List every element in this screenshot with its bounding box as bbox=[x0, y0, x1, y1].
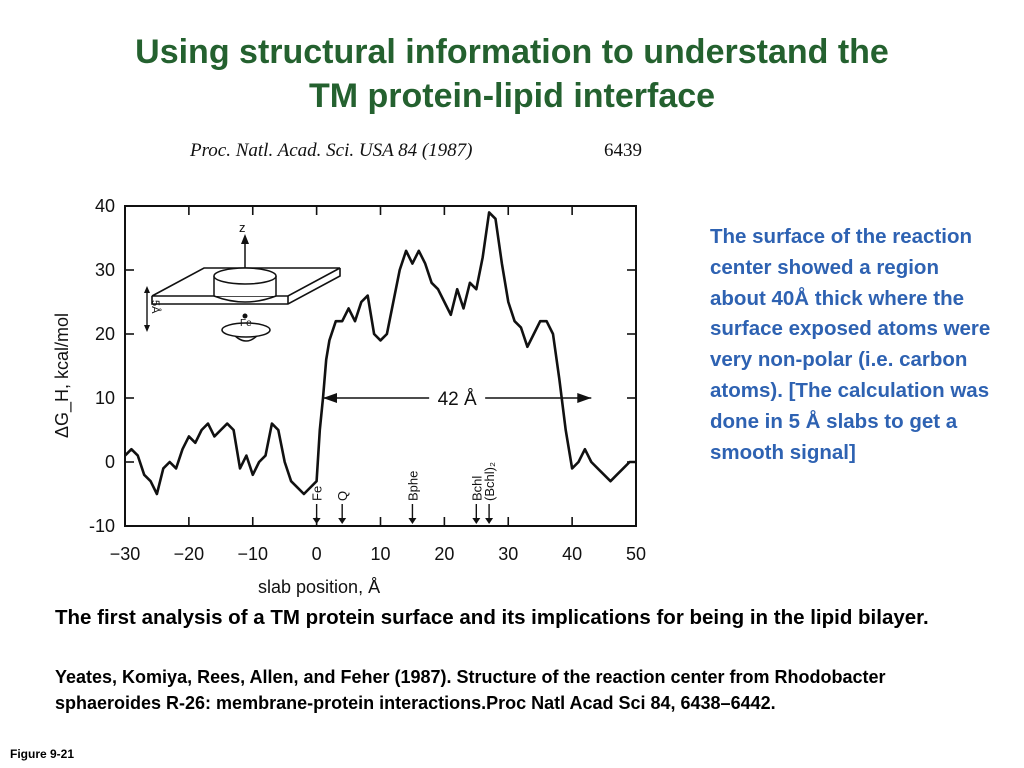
marker-arrowhead bbox=[472, 518, 481, 524]
thickness-dimension: 42 Å bbox=[323, 389, 592, 410]
slide-title-line2: TM protein-lipid interface bbox=[308, 77, 716, 115]
y-tick-label: 10 bbox=[95, 388, 115, 408]
journal-citation: Proc. Natl. Acad. Sci. USA 84 (1987) bbox=[190, 140, 473, 161]
x-tick-label: 40 bbox=[562, 544, 582, 564]
plot-frame bbox=[124, 205, 637, 527]
inset-scale-arrow-up bbox=[144, 286, 150, 293]
dimension-label: 42 Å bbox=[438, 389, 477, 410]
marker-label: (Bchl)₂ bbox=[482, 462, 497, 501]
y-tick-label: 40 bbox=[95, 196, 115, 216]
marker-arrowhead bbox=[338, 518, 347, 524]
side-explanation: The surface of the reaction center showe… bbox=[710, 225, 991, 464]
slide-title: Using structural information to understa… bbox=[40, 30, 984, 118]
inset-z-arrowhead bbox=[241, 234, 249, 244]
y-axis: -10 0 10 20 30 40 bbox=[89, 196, 636, 536]
marker-label: Bphe bbox=[405, 471, 420, 501]
x-tick-label: −20 bbox=[174, 544, 205, 564]
x-axis: −30 −20 −10 0 10 20 30 40 50 bbox=[110, 206, 646, 564]
y-tick-label: -10 bbox=[89, 516, 115, 536]
reference-citation: Yeates, Komiya, Rees, Allen, and Feher (… bbox=[55, 667, 886, 713]
y-tick-label: 0 bbox=[105, 452, 115, 472]
x-axis-label: slab position, Å bbox=[258, 577, 380, 597]
marker-label: Fe bbox=[310, 486, 325, 501]
slide-title-line1: Using structural information to understa… bbox=[135, 33, 889, 71]
y-tick-label: 20 bbox=[95, 324, 115, 344]
dimension-arrow-left bbox=[323, 393, 338, 403]
x-tick-label: 0 bbox=[312, 544, 322, 564]
inset-fe-dot bbox=[242, 313, 248, 319]
journal-page-number: 6439 bbox=[604, 140, 642, 161]
y-axis-label: ΔG_H, kcal/mol bbox=[52, 313, 73, 438]
figure-label: Figure 9-21 bbox=[10, 747, 75, 761]
x-tick-label: 20 bbox=[434, 544, 454, 564]
inset-scale-label: 5Å bbox=[149, 300, 162, 314]
inset-z-label: z bbox=[239, 220, 246, 235]
inset-fe-label: Fe bbox=[240, 318, 252, 329]
marker-label: Bchl bbox=[469, 476, 484, 501]
summary-text: The first analysis of a TM protein surfa… bbox=[55, 606, 929, 629]
inset-cylinder-base bbox=[213, 295, 277, 303]
marker-arrowhead bbox=[408, 518, 417, 524]
inset-scale-arrow-down bbox=[144, 325, 150, 332]
dimension-arrow-right bbox=[577, 393, 592, 403]
marker-arrowhead bbox=[312, 518, 321, 524]
x-tick-label: 50 bbox=[626, 544, 646, 564]
marker-label: Q bbox=[335, 491, 350, 501]
x-tick-label: −30 bbox=[110, 544, 141, 564]
hydrophobicity-series-line bbox=[124, 211, 636, 496]
x-tick-label: −10 bbox=[237, 544, 268, 564]
x-tick-label: 10 bbox=[370, 544, 390, 564]
y-tick-label: 30 bbox=[95, 260, 115, 280]
inset-cylinder-top bbox=[213, 267, 277, 285]
cofactor-markers: Fe Q Bphe Bchl(Bchl)₂ bbox=[310, 462, 497, 524]
marker-arrowhead bbox=[485, 518, 494, 524]
inset-membrane-diagram: z Fe 5Å bbox=[144, 220, 341, 342]
x-tick-label: 30 bbox=[498, 544, 518, 564]
inset-lower-disc bbox=[221, 322, 271, 338]
